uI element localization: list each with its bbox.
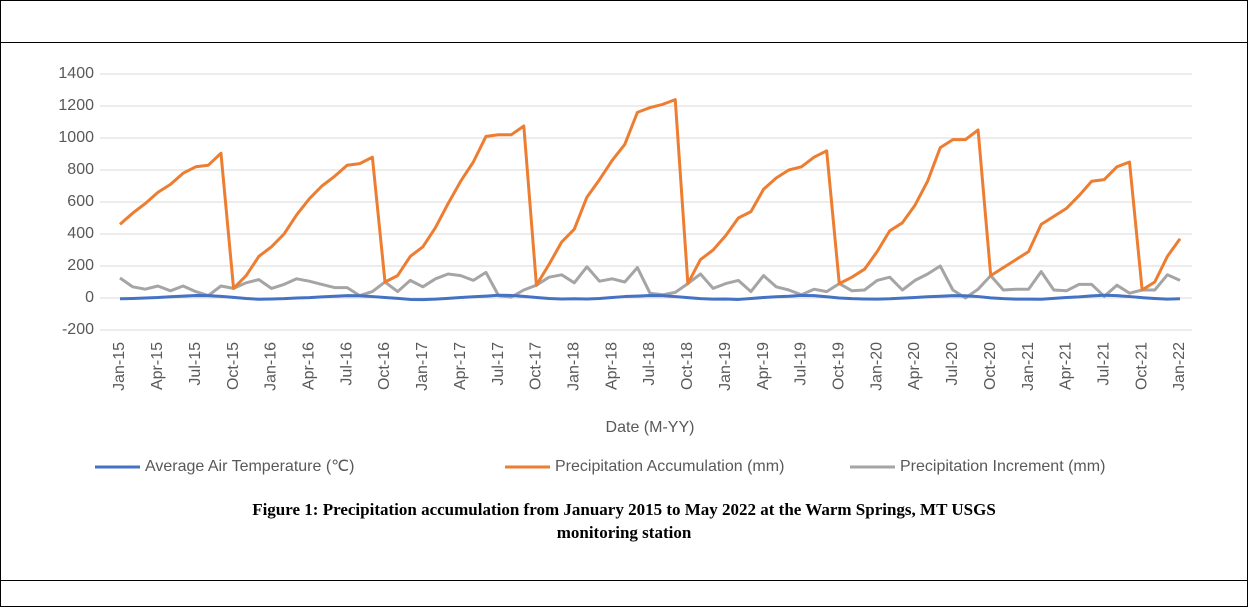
- x-tick-label: Oct-16: [376, 342, 393, 390]
- y-tick-label: 600: [67, 193, 94, 210]
- x-tick-label: Oct-20: [982, 342, 999, 390]
- x-tick-label: Jul-21: [1096, 342, 1113, 386]
- caption: monitoring station: [557, 523, 692, 542]
- x-tick-label: Jul-17: [490, 342, 507, 386]
- caption: Figure 1: Precipitation accumulation fro…: [252, 500, 996, 519]
- x-tick-label: Jan-16: [263, 342, 280, 391]
- x-tick-label: Oct-19: [831, 342, 848, 390]
- x-tick-label: Apr-21: [1058, 342, 1075, 390]
- x-axis-title: Date (M-YY): [606, 419, 695, 436]
- x-tick-label: Apr-18: [603, 342, 620, 390]
- x-tick-label: Jan-22: [1171, 342, 1188, 391]
- x-tick-label: Jan-20: [868, 342, 885, 391]
- x-tick-label: Jan-15: [111, 342, 128, 391]
- series-line: [119, 264, 1181, 300]
- legend-label: Precipitation Accumulation (mm): [555, 458, 784, 475]
- x-tick-label: Jul-16: [338, 342, 355, 386]
- x-tick-label: Jan-17: [414, 342, 431, 391]
- x-tick-label: Oct-21: [1133, 342, 1150, 390]
- x-tick-label: Apr-17: [452, 342, 469, 390]
- x-tick-label: Apr-19: [755, 342, 772, 390]
- legend-label: Precipitation Increment (mm): [900, 458, 1105, 475]
- x-tick-label: Apr-15: [149, 342, 166, 390]
- y-tick-label: -200: [62, 321, 94, 338]
- legend-label: Average Air Temperature (℃): [145, 458, 354, 475]
- y-tick-label: 400: [67, 225, 94, 242]
- y-tick-label: 200: [67, 257, 94, 274]
- y-tick-label: 1200: [58, 97, 94, 114]
- x-tick-label: Apr-20: [906, 342, 923, 390]
- series-line: [119, 98, 1182, 292]
- x-tick-label: Apr-16: [301, 342, 318, 390]
- x-tick-label: Jul-19: [793, 342, 810, 386]
- x-tick-label: Jul-20: [944, 342, 961, 386]
- x-tick-label: Oct-18: [679, 342, 696, 390]
- x-tick-label: Jan-19: [717, 342, 734, 391]
- x-tick-label: Oct-15: [225, 342, 242, 390]
- x-tick-label: Jul-15: [187, 342, 204, 386]
- y-tick-label: 0: [85, 289, 94, 306]
- y-tick-label: 1000: [58, 129, 94, 146]
- y-tick-label: 800: [67, 161, 94, 178]
- x-tick-label: Oct-17: [528, 342, 545, 390]
- y-tick-label: 1400: [58, 65, 94, 82]
- x-tick-label: Jan-18: [566, 342, 583, 391]
- x-tick-label: Jul-18: [641, 342, 658, 386]
- x-tick-label: Jan-21: [1020, 342, 1037, 391]
- series-line: [119, 293, 1181, 302]
